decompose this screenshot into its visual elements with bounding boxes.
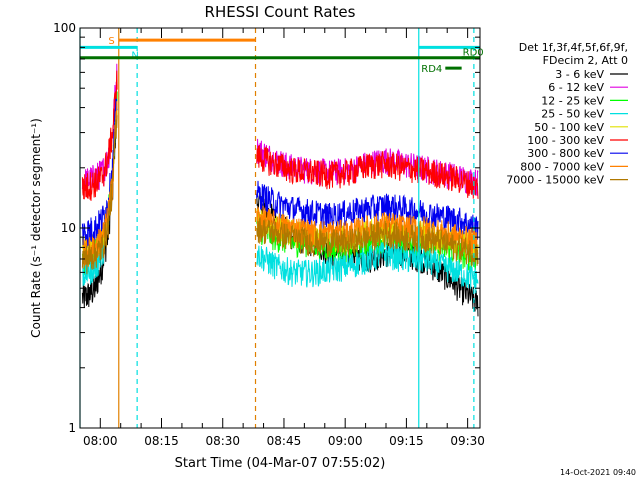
series-line-300-800-kev: [81, 98, 118, 248]
series-line-800-7000-kev: [256, 205, 479, 257]
legend-label: 25 - 50 keV: [541, 108, 604, 121]
legend-label: 12 - 25 keV: [541, 94, 604, 107]
series-line-25-50-kev: [256, 241, 479, 294]
series-line-7000-15000-kev: [81, 115, 118, 275]
legend-header-2: FDecim 2, Att 0: [543, 54, 628, 67]
legend-label: 3 - 6 keV: [555, 68, 604, 81]
legend-header-1: Det 1f,3f,4f,5f,6f,9f,: [519, 41, 628, 54]
x-tick-label: 08:30: [205, 434, 240, 448]
x-tick-label: 09:00: [328, 434, 363, 448]
y-tick-label: 100: [53, 21, 76, 35]
time-bar-label: RD4: [421, 64, 442, 75]
series-line-100-300-kev: [81, 70, 118, 201]
series-traces: [81, 63, 479, 317]
y-axis: 1 10 100: [53, 21, 480, 435]
x-tick-label: 08:00: [83, 434, 118, 448]
legend-label: 800 - 7000 keV: [520, 160, 604, 173]
y-axis-label: Count Rate (s⁻¹ detector segment⁻¹): [29, 118, 43, 338]
legend-label: 6 - 12 keV: [548, 81, 604, 94]
x-axis-label: Start Time (04-Mar-07 07:55:02): [175, 456, 386, 471]
legend-label: 100 - 300 keV: [527, 134, 604, 147]
y-tick-label: 1: [68, 421, 76, 435]
footer-timestamp: 14-Oct-2021 09:40: [560, 468, 636, 477]
x-axis: 08:00 08:15 08:30 08:45 09:00 09:15 09:30: [83, 28, 485, 448]
chart-title: RHESSI Count Rates: [205, 3, 356, 21]
x-tick-label: 09:30: [450, 434, 485, 448]
time-bar-label: RD0: [463, 48, 484, 59]
series-line-7000-15000-kev: [256, 217, 479, 267]
time-bar-label: S: [108, 36, 114, 47]
x-tick-label: 08:15: [144, 434, 179, 448]
time-bars: S N RD0 RD4: [80, 36, 484, 75]
time-bar-label: N: [131, 50, 138, 61]
legend-label: 50 - 100 keV: [534, 121, 604, 134]
legend-label: 300 - 800 keV: [527, 147, 604, 160]
y-tick-label: 10: [61, 221, 76, 235]
legend-label: 7000 - 15000 keV: [506, 174, 604, 187]
series-line-100-300-kev: [256, 145, 479, 199]
legend: Det 1f,3f,4f,5f,6f,9f, FDecim 2, Att 0 3…: [506, 41, 628, 187]
x-tick-label: 08:45: [267, 434, 302, 448]
x-tick-label: 09:15: [389, 434, 424, 448]
